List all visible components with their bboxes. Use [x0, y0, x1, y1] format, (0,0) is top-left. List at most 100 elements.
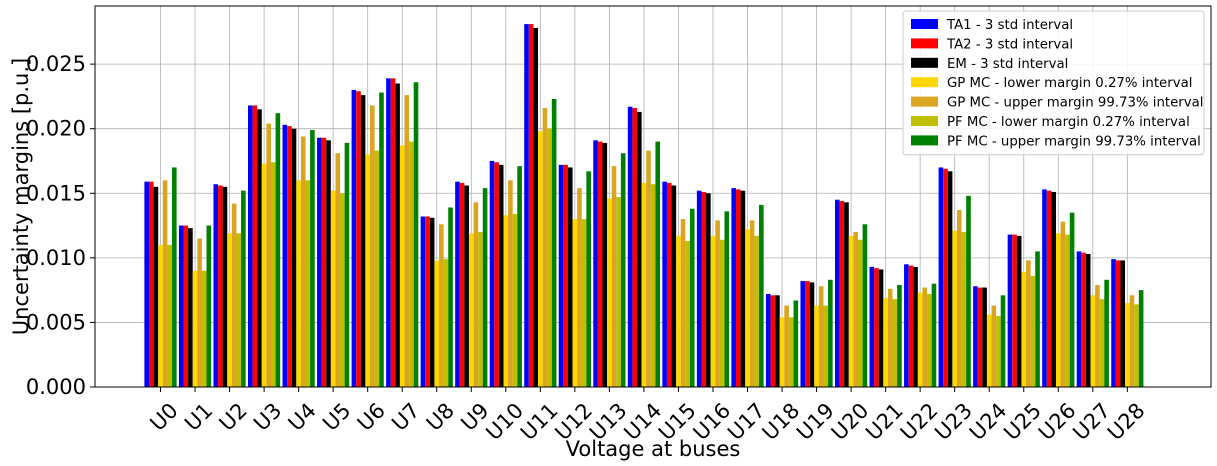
bar [986, 314, 992, 387]
bar [1111, 259, 1116, 387]
legend-label: GP MC - upper margin 99.73% interval [947, 96, 1203, 111]
legend-swatch [911, 96, 938, 107]
bar [676, 235, 681, 387]
legend-label: GP MC - lower margin 0.27% interval [947, 76, 1192, 91]
bar [498, 164, 504, 387]
bar [395, 83, 400, 388]
bar [745, 229, 750, 387]
bar [788, 317, 794, 387]
bar [1000, 295, 1006, 387]
bar [542, 108, 548, 387]
x-tick-label: U2 [215, 398, 252, 435]
bar [586, 171, 591, 387]
bar [701, 191, 707, 387]
bar [335, 153, 341, 387]
bar [828, 279, 833, 387]
bar [602, 142, 608, 387]
bar [266, 123, 271, 388]
bar [597, 141, 603, 387]
bar [908, 265, 914, 387]
bar [724, 211, 730, 387]
bar [731, 188, 737, 387]
bar [887, 288, 893, 387]
bar [443, 259, 449, 387]
bar [883, 297, 888, 387]
bar [1129, 295, 1135, 387]
bar [206, 225, 212, 387]
bar [201, 270, 207, 387]
legend-swatch [911, 57, 938, 68]
bar [1046, 190, 1052, 387]
y-tick-label: 0.025 [26, 52, 86, 76]
bar [247, 105, 253, 388]
bar [1138, 290, 1144, 387]
bar [1120, 260, 1126, 387]
bar [261, 163, 267, 387]
bar [287, 126, 292, 387]
bar [404, 95, 410, 387]
bar [931, 283, 937, 387]
bar [563, 164, 568, 387]
x-tick-label: U1 [180, 398, 217, 435]
bar [996, 315, 1001, 387]
bar [524, 24, 529, 387]
bar [858, 239, 863, 387]
bar [270, 162, 276, 387]
bar [1095, 284, 1100, 387]
bar [213, 184, 219, 387]
bar [399, 145, 405, 387]
bar [473, 202, 479, 387]
bar [616, 197, 621, 387]
bar [425, 216, 430, 387]
bar [365, 154, 370, 387]
legend-box [902, 10, 1205, 156]
x-axis-label: Voltage at buses [566, 437, 741, 461]
bar [927, 294, 932, 387]
bar [468, 233, 474, 387]
bar [420, 216, 426, 387]
bar [178, 225, 184, 387]
bar [197, 238, 202, 387]
bar [567, 167, 573, 387]
bar [719, 239, 725, 387]
bar [696, 190, 702, 387]
bar [494, 162, 499, 387]
bar [512, 213, 518, 387]
bar [862, 224, 868, 387]
y-tick-label: 0.015 [26, 181, 86, 205]
bar [390, 78, 396, 387]
bar [666, 182, 672, 387]
y-axis-label: Uncertainty margins [p.u.] [9, 58, 33, 335]
x-tick-label: U6 [353, 398, 390, 435]
bar [706, 193, 711, 387]
bar [710, 235, 716, 387]
bar [282, 124, 288, 387]
bar [1081, 252, 1086, 387]
bar [784, 305, 789, 387]
bar [1026, 260, 1031, 387]
bar [167, 244, 172, 387]
bar [956, 210, 962, 387]
bar [517, 166, 522, 387]
bar [1134, 304, 1139, 387]
bar [379, 92, 384, 388]
bar [1012, 234, 1017, 387]
x-tick-label: U28 [1103, 398, 1150, 445]
bar [192, 270, 198, 387]
bar [326, 140, 331, 387]
bar [317, 137, 322, 387]
bar [715, 220, 720, 387]
bar [508, 180, 513, 387]
bar [257, 109, 262, 388]
bar [386, 78, 391, 387]
y-tick-label: 0.010 [26, 246, 86, 270]
bar [793, 300, 799, 387]
bar [848, 235, 854, 387]
x-tick-label: U5 [318, 398, 355, 435]
legend-swatch [911, 77, 938, 88]
bar [162, 180, 168, 387]
bar [779, 317, 785, 387]
legend-label: PF MC - lower margin 0.27% interval [947, 115, 1190, 130]
bar [310, 129, 315, 387]
x-tick-label: U4 [284, 398, 321, 435]
